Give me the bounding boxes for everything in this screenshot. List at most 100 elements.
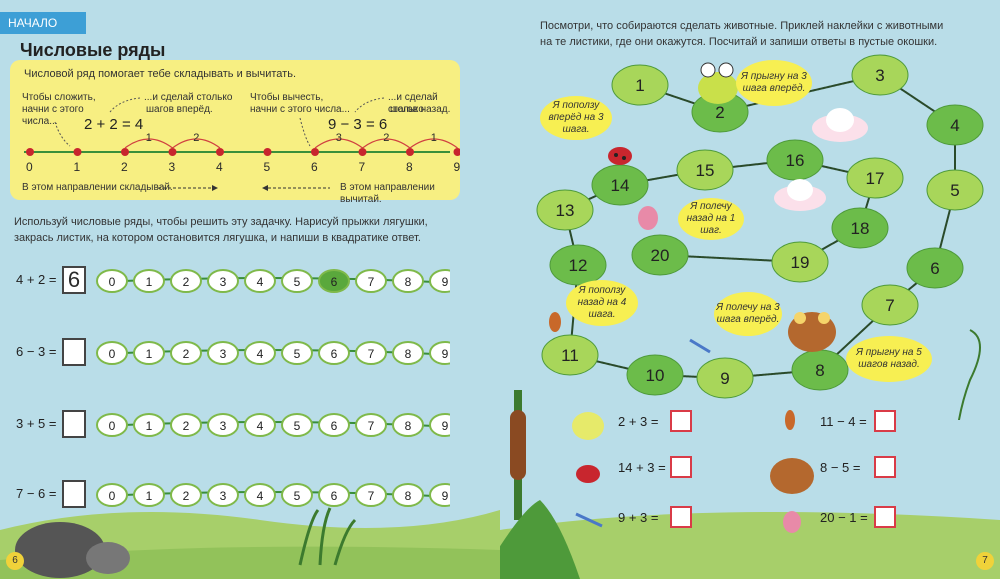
lily-number: 6 [331,347,338,361]
ground-decoration [0,507,500,579]
lily-number: 2 [183,489,190,503]
answer-box[interactable]: 6 [62,266,86,294]
exercise-expression: 4 + 2 = [16,272,57,287]
lily-number: 6 [331,275,338,289]
lily-number: 5 [294,275,301,289]
lily-pad: 8 [392,483,424,507]
right-answer-box[interactable] [670,506,692,528]
lily-number: 4 [257,419,264,433]
jump-arc [409,138,458,149]
lily-number: 9 [442,419,449,433]
add-hint-2: начни с этого [22,104,84,115]
number-line-dot [121,148,129,156]
number-line-label: 0 [26,160,33,174]
answer-box[interactable] [62,410,86,438]
number-line-dot [358,148,367,156]
path-lily-pad: 13 [536,189,594,231]
right-instruction-1: Посмотри, что собираются сделать животны… [540,20,944,32]
bubble-ant: Я поползу назад на 4 шага. [566,280,638,326]
right-exercise-expression: 2 + 3 = [618,414,659,429]
path-lily-number: 14 [611,176,630,195]
butterfly-sticker [638,206,658,230]
lily-pad: 5 [281,483,313,507]
lily-row: 0 1 2 3 4 5 6 7 8 9 [96,269,450,293]
path-lily-pad: 3 [851,54,909,96]
add-hint-1: Чтобы сложить, [22,92,96,103]
lily-pad: 1 [133,483,165,507]
right-exercise-expression: 14 + 3 = [618,460,666,475]
jump-label: 3 [335,132,342,144]
path-lily-pad: 14 [591,164,649,206]
path-lily-number: 1 [635,76,644,95]
lily-pad: 8 [392,341,424,365]
lily-pad: 7 [355,341,387,365]
path-lily-pad: 15 [676,149,734,191]
right-answer-box[interactable] [670,456,692,478]
right-answer-box[interactable] [874,456,896,478]
path-lily-number: 2 [715,103,724,122]
lily-number: 2 [183,419,190,433]
lily-pad: 9 [429,483,450,507]
lily-number: 3 [220,347,227,361]
instruction-line-1: Используй числовые ряды, чтобы решить эт… [14,216,428,228]
lily-pad: 7 [355,483,387,507]
page-number-left: 6 [6,552,24,570]
add-example: 2 + 2 = 4 [84,116,144,133]
lily-number: 6 [331,489,338,503]
path-lily-pad: 5 [926,169,984,211]
toad-icon [770,458,814,494]
right-exercise-expression: 8 − 5 = [820,460,861,475]
path-lily-pad: 19 [771,241,829,283]
lily-number: 8 [405,489,412,503]
number-line-dot [73,148,82,156]
lily-number: 1 [146,419,153,433]
lily-pad: 0 [96,483,128,507]
lily-number: 7 [368,489,375,503]
lily-pad: 3 [207,413,239,437]
water-lily-flower-1 [812,108,868,142]
lily-pad: 3 [207,269,239,293]
number-line-dot [26,148,34,156]
lily-number: 8 [405,419,412,433]
lily-row: 0 1 2 3 4 5 6 7 8 9 [96,413,450,437]
path-lily-pad: 17 [846,157,904,199]
lily-number: 3 [220,489,227,503]
lily-number: 4 [257,275,264,289]
lily-pad: 4 [244,483,276,507]
number-line-label: 2 [121,160,128,174]
lily-number: 3 [220,419,227,433]
path-lily-pad: 1 [611,64,669,106]
lily-number: 7 [368,347,375,361]
jump-label: 2 [193,132,200,144]
bubble-toad: Я прыгну на 5 шагов назад. [846,336,932,382]
jump-arc [172,138,221,149]
path-lily-number: 19 [791,253,810,272]
exercise-expression: 6 − 3 = [16,344,57,359]
lily-number: 0 [109,419,116,433]
lily-pad: 0 [96,341,128,365]
path-lily-number: 16 [786,151,805,170]
answer-box[interactable] [62,338,86,366]
lily-pad: 4 [244,341,276,365]
lily-number: 1 [146,347,153,361]
sub-example: 9 − 3 = 6 [328,116,388,133]
jump-arc [314,138,363,149]
bubble-frog: Я прыгну на 3 шага вперёд. [736,60,812,106]
path-lily-number: 12 [569,256,588,275]
right-answer-box[interactable] [874,410,896,432]
add-steps-2: шагов вперёд. [146,104,213,115]
path-lily-number: 4 [950,116,959,135]
number-line-dot [406,148,414,156]
right-instruction-2: на те листики, где они окажутся. Посчита… [540,36,938,48]
lily-number: 6 [331,419,338,433]
right-answer-box[interactable] [874,506,896,528]
lily-pad: 9 [429,341,450,365]
right-answer-box[interactable] [670,410,692,432]
exercise-expression: 3 + 5 = [16,416,57,431]
lily-number: 4 [257,347,264,361]
lily-number: 5 [294,347,301,361]
path-lily-pad: 16 [766,139,824,181]
lily-pad: 3 [207,483,239,507]
path-lily-number: 9 [720,369,729,388]
answer-box[interactable] [62,480,86,508]
